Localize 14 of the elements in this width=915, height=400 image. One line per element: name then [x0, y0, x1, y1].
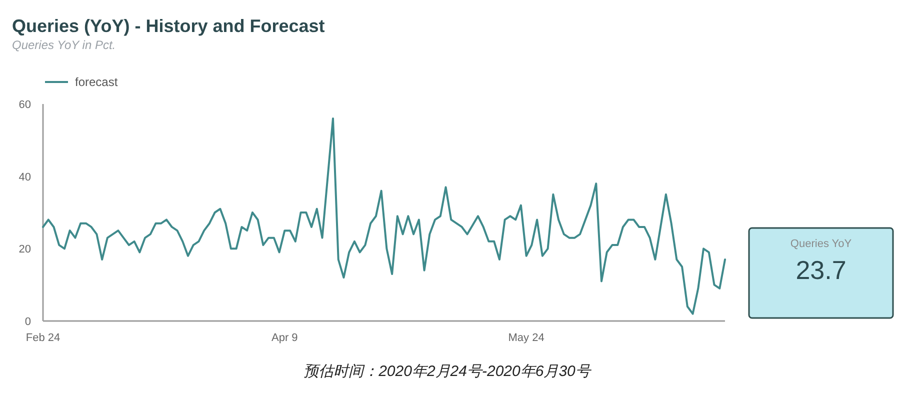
- text: Queries YoY: [790, 238, 852, 250]
- chart-title: Queries (YoY) - History and Forecast: [12, 16, 325, 36]
- text: 23.7: [796, 255, 846, 285]
- x-tick-label: Feb 24: [26, 332, 60, 344]
- y-tick-label: 20: [18, 244, 31, 256]
- y-tick-label: 60: [18, 99, 31, 111]
- chart-subtitle: Queries YoY in Pct.: [12, 38, 116, 52]
- text: 预估时间：2020年2月24号-2020年6月30号: [304, 363, 592, 380]
- x-tick-label: Apr 9: [272, 332, 298, 344]
- y-tick-label: 40: [18, 171, 31, 184]
- line-series: [42, 117, 726, 315]
- y-tick-label: 0: [24, 316, 31, 328]
- x-tick-label: May 24: [508, 332, 544, 344]
- legend-label: forecast: [75, 75, 118, 89]
